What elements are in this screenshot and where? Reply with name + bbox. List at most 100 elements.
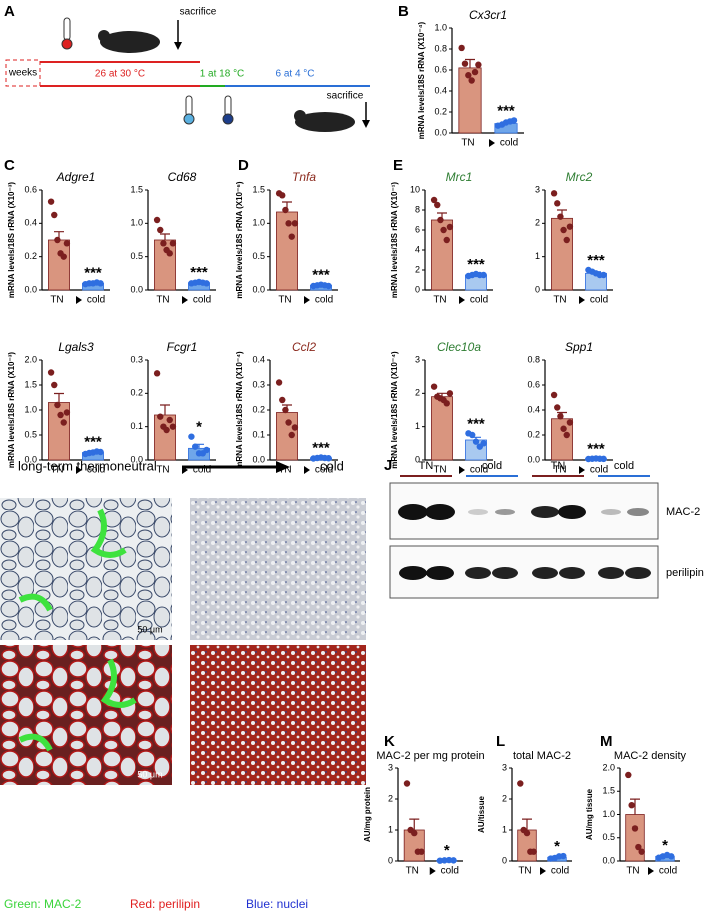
- data-point: [54, 236, 61, 244]
- panel-letter: A: [4, 3, 15, 20]
- scale-bar-label: 50 μm: [137, 769, 162, 779]
- data-point: [446, 223, 454, 231]
- mac2-stain: [18, 508, 127, 612]
- bar-chart: Mrc2 0 1 2 3 TN cold ***: [535, 170, 613, 306]
- chart-title: Fcgr1: [167, 340, 198, 354]
- data-point: [668, 853, 675, 860]
- y-tick-label: 4: [415, 244, 420, 254]
- bar-chart: total MAC-2 AU/tissue 0 1 2 3 TN cold *: [477, 750, 572, 877]
- y-tick-label: 0.0: [434, 127, 447, 137]
- data-point: [288, 431, 295, 439]
- significance: ***: [312, 267, 330, 284]
- x-tick-label: cold: [87, 295, 105, 306]
- data-point: [47, 198, 55, 205]
- data-point: [471, 68, 479, 76]
- data-point: [450, 857, 457, 864]
- band: [495, 509, 515, 515]
- arrow-head: [174, 42, 182, 50]
- y-tick-label: 0.0: [24, 284, 37, 294]
- data-point: [418, 848, 425, 855]
- chart-title: Cd68: [168, 170, 197, 184]
- data-point: [443, 400, 450, 407]
- bar-chart: Tnfa mRNA levels/18S rRNA (X10⁻⁶) 0.0 0.5 1.…: [235, 170, 338, 306]
- significance: ***: [587, 252, 605, 269]
- y-tick-label: 0.0: [130, 284, 143, 294]
- data-point: [153, 370, 161, 377]
- y-tick-label: 0.2: [527, 429, 540, 439]
- x-tick-label: cold: [551, 866, 569, 877]
- y-tick-label: 0.4: [24, 218, 37, 228]
- x-tick-label: cold: [470, 465, 488, 476]
- mouse: [100, 31, 160, 53]
- arrow-glyph: [648, 867, 654, 875]
- lane-label: cold: [614, 460, 634, 472]
- x-tick-label: TN: [433, 465, 446, 476]
- data-point: [468, 77, 475, 84]
- data-point: [461, 60, 469, 67]
- significance: *: [554, 838, 560, 855]
- chart-title: Mrc2: [566, 170, 593, 184]
- y-tick-label: 1: [502, 824, 507, 834]
- y-tick-label: 0: [388, 855, 393, 865]
- arrow-glyph: [540, 867, 546, 875]
- significance: *: [444, 842, 450, 859]
- micrograph-g: [0, 645, 172, 785]
- y-tick-label: 0.6: [434, 64, 447, 74]
- row-label: perilipin: [666, 567, 704, 579]
- panel-letter: E: [393, 157, 403, 174]
- data-point: [566, 419, 574, 426]
- mac2-stain: [18, 658, 137, 752]
- y-axis-label: mRNA levels/18S rRNA (X10⁻³): [7, 182, 16, 298]
- y-tick-label: 0.0: [252, 454, 265, 464]
- data-point: [60, 419, 67, 426]
- y-tick-label: 1.0: [252, 218, 265, 228]
- x-tick-label: cold: [87, 465, 105, 476]
- error-bar: [522, 818, 532, 830]
- y-tick-label: 1.5: [252, 184, 265, 194]
- arrow-glyph: [182, 466, 188, 474]
- thermometer: [185, 95, 193, 117]
- data-point: [446, 390, 454, 397]
- legend-blue: Blue: nuclei: [246, 897, 308, 911]
- y-tick-label: 1.5: [130, 184, 143, 194]
- data-point: [517, 780, 524, 787]
- x-tick-label: TN: [156, 465, 169, 476]
- error-bar: [54, 392, 64, 403]
- bar-chart: Adgre1 mRNA levels/18S rRNA (X10⁻³) 0.0 0.2…: [7, 170, 110, 306]
- arrow-glyph: [489, 139, 495, 147]
- y-tick-label: 0.0: [602, 855, 615, 865]
- x-tick-label: cold: [500, 138, 518, 149]
- phase-label: 1 at 18 °C: [200, 69, 245, 80]
- y-tick-label: 1.0: [130, 218, 143, 228]
- band: [399, 566, 427, 580]
- panel-letter: D: [238, 157, 249, 174]
- lane-label: cold: [482, 460, 502, 472]
- data-point: [325, 455, 332, 462]
- y-tick-label: 0.5: [252, 251, 265, 261]
- x-tick-label: TN: [50, 295, 63, 306]
- data-point: [560, 425, 567, 432]
- significance: ***: [190, 264, 208, 281]
- bar-chart: Fcgr1 0.0 0.1 0.2 0.3 TN cold *: [130, 340, 216, 476]
- phase-label: 26 at 30 °C: [95, 69, 145, 80]
- arrow-glyph: [579, 296, 585, 304]
- y-tick-label: 2: [388, 793, 393, 803]
- y-tick-label: 0.0: [130, 454, 143, 464]
- x-tick-label: cold: [193, 295, 211, 306]
- x-tick-label: TN: [626, 866, 639, 877]
- y-axis-label: mRNA levels/18S rRNA (X10⁻⁴): [235, 351, 244, 469]
- bar-chart: MAC-2 per mg protein AU/mg protein 0 1 2 3 TN c…: [363, 750, 485, 877]
- data-point: [638, 848, 645, 855]
- y-tick-label: 0.5: [24, 429, 37, 439]
- data-point: [436, 857, 444, 864]
- data-point: [563, 431, 570, 439]
- bar-chart: Spp1 0.0 0.2 0.4 0.6 0.8 TN cold ***: [527, 340, 613, 476]
- micrograph-h: [190, 498, 366, 640]
- data-point: [523, 829, 531, 837]
- data-point: [600, 271, 607, 279]
- y-tick-label: 0.5: [130, 251, 143, 261]
- x-tick-label: cold: [470, 295, 488, 306]
- band: [598, 567, 624, 579]
- thermometer: [63, 17, 71, 41]
- weeks-label: weeks: [8, 68, 37, 79]
